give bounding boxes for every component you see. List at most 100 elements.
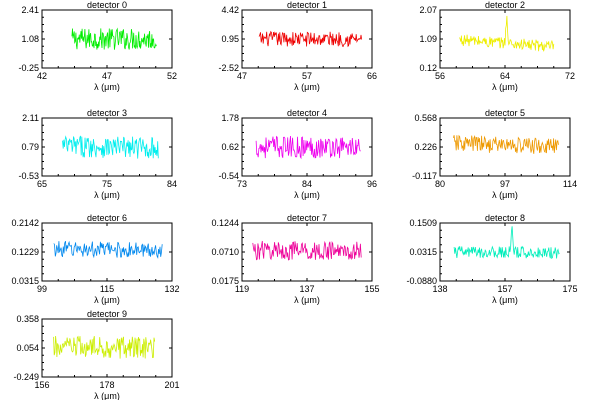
x-tick-label: 156 [34,380,49,390]
y-tick-label: -0.25 [18,63,39,73]
chart-panel-6: detector 6 99 115 132 0.2142 0.1229 0.0315 λ (μ… [11,213,179,305]
chart-panel-5: detector 5 80 97 114 0.568 0.226 -0.117 λ (μm) [412,108,577,200]
x-tick-label: 97 [500,179,510,189]
x-tick-label: 64 [500,71,510,81]
chart-title: detector 5 [485,108,525,118]
y-tick-label: 1.09 [419,34,437,44]
y-tick-label: 0.95 [221,34,239,44]
chart-title: detector 9 [87,309,127,319]
chart-title: detector 2 [485,0,525,10]
x-tick-label: 73 [237,179,247,189]
x-axis-label: λ (μm) [492,82,518,92]
y-tick-label: 0.12 [419,63,437,73]
series-line [53,335,156,359]
x-tick-label: 65 [37,179,47,189]
chart-title: detector 3 [87,108,127,118]
x-tick-label: 137 [299,284,314,294]
y-tick-label: 0.1229 [11,247,39,257]
chart-title: detector 8 [485,213,525,223]
y-tick-label: 2.11 [22,113,39,123]
x-axis-label: λ (μm) [94,190,120,200]
chart-panel-2: detector 2 56 64 72 2.07 1.09 0.12 λ (μm) [419,0,575,92]
y-tick-label: -0.53 [18,171,39,181]
x-tick-label: 66 [367,71,377,81]
x-tick-label: 47 [102,71,112,81]
x-tick-label: 47 [237,71,247,81]
y-tick-label: 1.08 [21,34,39,44]
chart-panel-1: detector 1 47 57 66 4.42 0.95 -2.52 λ (μm) [218,0,377,92]
x-tick-label: 75 [102,179,112,189]
y-tick-label: 0.1244 [211,218,239,228]
chart-title: detector 6 [87,213,127,223]
y-tick-label: 0.1509 [409,218,437,228]
x-tick-label: 42 [37,71,47,81]
x-tick-label: 115 [100,284,114,294]
x-tick-label: 157 [497,284,512,294]
chart-title: detector 4 [287,108,327,118]
x-tick-label: 96 [367,179,377,189]
x-tick-label: 114 [563,179,577,189]
x-axis-label: λ (μm) [294,82,320,92]
chart-panel-8: detector 8 138 157 175 0.1509 0.0315 -0.0880 λ … [406,213,577,305]
chart-panel-7: detector 7 119 137 155 0.1244 0.0710 0.0175 λ (… [211,213,379,305]
x-tick-label: 72 [565,71,575,81]
x-tick-label: 84 [302,179,312,189]
x-tick-label: 175 [562,284,577,294]
x-axis-label: λ (μm) [294,295,320,305]
y-tick-label: -0.249 [13,372,39,382]
y-tick-label: 4.42 [221,5,239,15]
series-line [252,240,362,261]
chart-panel-0: detector 0 42 47 52 2.41 1.08 -0.25 λ (μm) [18,0,177,92]
y-tick-label: -0.0880 [406,276,437,286]
series-line [62,135,159,159]
series-line [258,30,363,48]
x-tick-label: 84 [167,179,177,189]
series-line [459,15,555,52]
y-tick-label: 0.226 [414,142,437,152]
plot-frame [41,9,173,69]
x-tick-label: 132 [164,284,179,294]
y-tick-label: -2.52 [218,63,239,73]
y-tick-label: -0.54 [218,171,239,181]
y-tick-label: 0.358 [16,314,39,324]
x-tick-label: 119 [235,284,249,294]
x-axis-label: λ (μm) [492,190,518,200]
y-tick-label: 0.0175 [211,276,239,286]
x-tick-label: 99 [37,284,47,294]
x-axis-label: λ (μm) [94,295,120,305]
y-tick-label: 1.78 [221,113,239,123]
series-line [255,135,361,160]
y-tick-label: 0.62 [221,142,239,152]
x-tick-label: 56 [435,71,445,81]
chart-title: detector 0 [87,0,127,10]
plot-frame [41,318,173,378]
y-tick-label: 0.0315 [409,247,437,257]
y-tick-label: 0.2142 [11,218,39,228]
x-tick-label: 57 [302,71,312,81]
series-line [53,240,163,259]
y-tick-label: 0.0710 [211,247,239,257]
y-tick-label: 2.07 [419,5,437,15]
series-line [71,27,157,50]
x-axis-label: λ (μm) [492,295,518,305]
y-tick-label: 0.79 [21,142,39,152]
x-axis-label: λ (μm) [94,391,120,400]
series-line [453,226,560,260]
y-tick-label: 0.054 [16,343,39,353]
chart-panel-3: detector 3 65 75 84 2.11 0.79 -0.53 λ (μm) [18,108,177,200]
x-tick-label: 52 [167,71,177,81]
chart-title: detector 1 [287,0,327,10]
x-tick-label: 155 [364,284,379,294]
y-tick-label: 0.0315 [11,276,39,286]
x-tick-label: 201 [164,380,179,390]
chart-title: detector 7 [287,213,327,223]
chart-panel-9: detector 9 156 178 201 0.358 0.054 -0.249 λ (μm… [13,309,179,400]
y-tick-label: 2.41 [21,5,39,15]
y-tick-label: -0.117 [412,171,437,181]
y-tick-label: 0.568 [414,113,437,123]
x-axis-label: λ (μm) [294,190,320,200]
x-tick-label: 178 [99,380,114,390]
x-tick-label: 138 [432,284,447,294]
x-axis-label: λ (μm) [94,82,120,92]
